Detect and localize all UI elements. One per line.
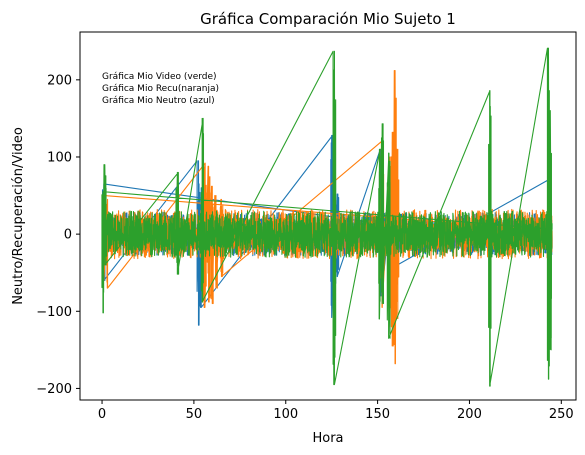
annotation-line-2: Gráfica Mio Recu(naranja) xyxy=(102,84,219,94)
series-line-3 xyxy=(101,47,553,387)
y-tick-label: −200 xyxy=(36,382,72,397)
y-tick-label: 100 xyxy=(47,150,72,165)
x-tick-label: 100 xyxy=(273,407,298,422)
x-axis-ticks: 0 50 100 150 200 250 xyxy=(98,400,574,422)
x-tick-label: 0 xyxy=(98,407,106,422)
y-tick-label: 0 xyxy=(64,228,72,243)
x-tick-label: 250 xyxy=(549,407,574,422)
series-path-3 xyxy=(101,47,553,387)
y-tick-label: 200 xyxy=(47,73,72,88)
plot-frame xyxy=(79,31,577,401)
y-axis-label: Neutro/Recuperación/Video xyxy=(11,127,26,305)
y-axis-ticks: −200 −100 0 100 200 xyxy=(36,73,80,397)
y-tick-label: −100 xyxy=(36,305,72,320)
series-layer xyxy=(101,47,553,387)
x-tick-label: 150 xyxy=(365,407,390,422)
annotation-line-3: Gráfica Mio Neutro (azul) xyxy=(102,96,215,106)
x-tick-label: 50 xyxy=(186,407,203,422)
annotation-block: Gráfica Mio Video (verde) Gráfica Mio Re… xyxy=(102,72,219,106)
annotation-line-1: Gráfica Mio Video (verde) xyxy=(102,72,217,82)
chart-title: Gráfica Comparación Mio Sujeto 1 xyxy=(200,10,456,28)
x-tick-label: 200 xyxy=(457,407,482,422)
x-axis-label: Hora xyxy=(312,431,343,446)
